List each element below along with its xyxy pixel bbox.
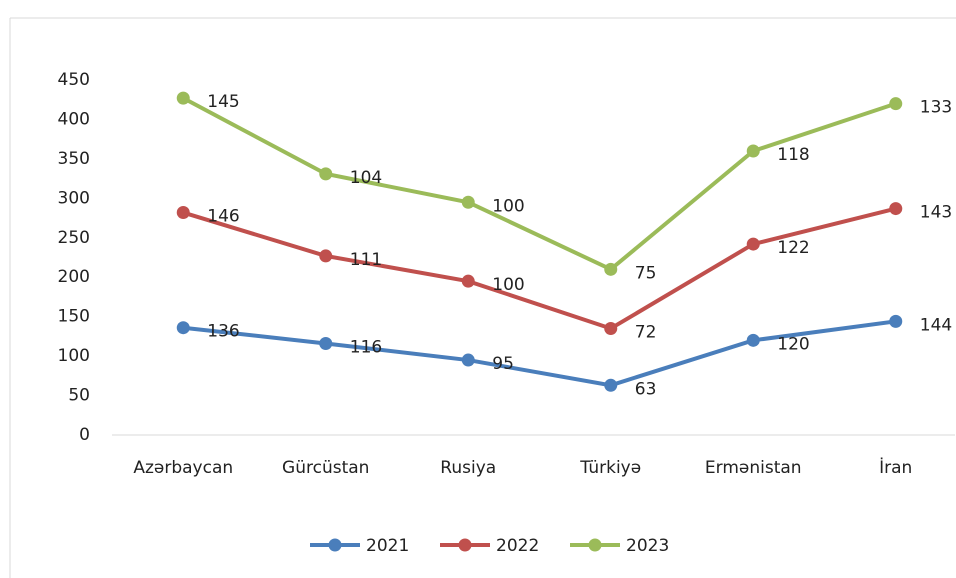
data-label: 143 [920,203,952,223]
data-point [319,336,333,350]
data-point [746,333,760,347]
data-point [176,91,190,105]
data-label: 116 [350,337,382,357]
y-tick-label: 150 [58,307,90,327]
y-tick-label: 300 [58,188,90,208]
data-point [746,144,760,158]
y-tick-label: 400 [58,109,90,129]
data-label: 120 [777,334,809,354]
legend-label: 2022 [496,536,539,556]
data-label: 75 [635,263,657,283]
data-label: 122 [777,238,809,258]
data-point [461,274,475,288]
data-label: 145 [207,92,239,112]
data-label: 146 [207,207,239,227]
data-label: 133 [920,98,952,118]
y-tick-label: 250 [58,228,90,248]
y-tick-label: 50 [68,386,90,406]
x-tick-label: İran [879,457,912,478]
data-point [889,202,903,216]
data-label: 63 [635,379,657,399]
data-point [176,321,190,335]
y-tick-label: 100 [58,346,90,366]
x-tick-label: Rusiya [440,458,496,478]
x-tick-label: Ermənistan [705,458,802,478]
series-line [182,96,897,272]
legend-marker [458,538,472,552]
x-tick-label: Gürcüstan [282,458,369,478]
data-point [604,378,618,392]
data-point [319,167,333,181]
series-line [183,319,897,388]
data-label: 136 [207,322,239,342]
y-tick-label: 200 [58,267,90,287]
data-point [319,249,333,263]
x-tick-label: Türkiyə [579,458,641,478]
y-tick-label: 0 [79,425,90,445]
data-label: 104 [350,168,382,188]
data-label: 95 [492,354,514,374]
x-tick-label: Azərbaycan [133,458,233,478]
data-point [604,262,618,276]
y-tick-label: 450 [58,70,90,90]
legend-label: 2021 [366,536,409,556]
data-point [176,206,190,220]
legend-label: 2023 [626,536,669,556]
legend-marker [328,538,342,552]
y-tick-label: 350 [58,149,90,169]
data-point [889,314,903,328]
data-label: 72 [635,323,657,343]
data-label: 144 [920,315,952,335]
data-label: 100 [492,196,524,216]
data-label: 100 [492,275,524,295]
data-label: 118 [777,145,809,165]
data-label: 111 [350,250,382,270]
data-point [461,353,475,367]
data-point [746,237,760,251]
series-line [182,206,897,331]
data-point [604,322,618,335]
legend-marker [588,538,602,552]
data-point [889,97,903,111]
data-point [461,195,475,209]
